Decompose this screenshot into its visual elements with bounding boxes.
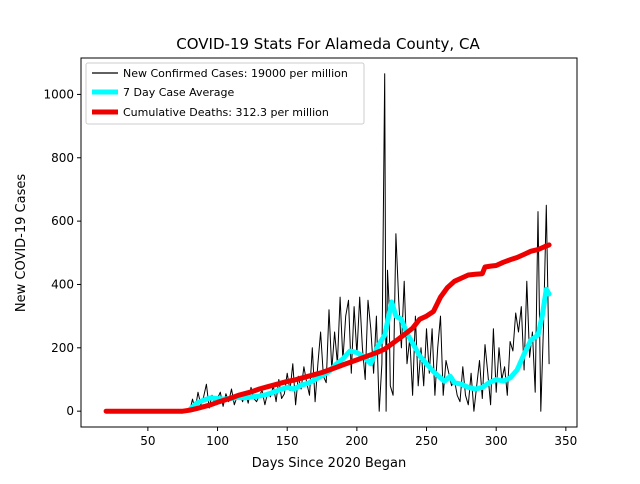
x-axis: 50 100 150 200 250 300 350 — [140, 427, 577, 448]
legend: New Confirmed Cases: 19000 per million 7… — [85, 62, 365, 125]
x-tick-label: 150 — [276, 434, 299, 448]
y-axis: 0 200 400 600 800 1000 — [43, 87, 81, 418]
y-tick-label: 600 — [51, 214, 74, 228]
y-tick-label: 0 — [66, 404, 74, 418]
plot-area — [103, 73, 552, 414]
series-7day-average — [187, 286, 552, 413]
y-tick-label: 200 — [51, 341, 74, 355]
x-tick-label: 250 — [415, 434, 438, 448]
chart-title: COVID-19 Stats For Alameda County, CA — [176, 35, 480, 53]
legend-label-7day-average: 7 Day Case Average — [123, 86, 235, 99]
x-axis-label: Days Since 2020 Began — [252, 456, 407, 471]
legend-label-cumulative-deaths: Cumulative Deaths: 312.3 per million — [123, 106, 329, 119]
x-tick-label: 100 — [206, 434, 229, 448]
y-tick-label: 400 — [51, 277, 74, 291]
x-tick-label: 200 — [345, 434, 368, 448]
plot-frame — [80, 57, 578, 428]
legend-label-new-cases: New Confirmed Cases: 19000 per million — [123, 67, 348, 80]
y-tick-label: 800 — [51, 151, 74, 165]
legend-box — [85, 62, 365, 125]
x-tick-label: 300 — [485, 434, 508, 448]
x-tick-label: 350 — [554, 434, 577, 448]
y-tick-label: 1000 — [43, 87, 74, 101]
series-cumulative-deaths — [103, 242, 552, 414]
x-tick-label: 50 — [140, 434, 155, 448]
y-axis-label: New COVID-19 Cases — [14, 174, 29, 312]
